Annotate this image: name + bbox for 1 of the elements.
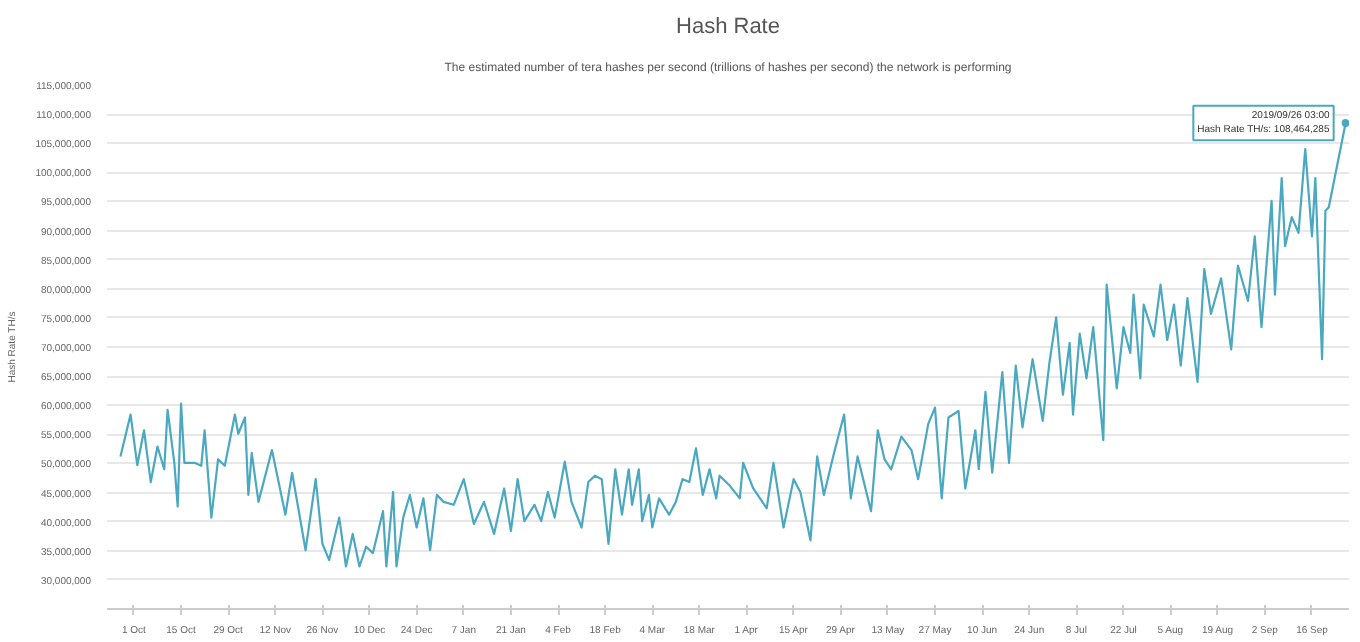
chart-title: Hash Rate — [676, 15, 780, 39]
